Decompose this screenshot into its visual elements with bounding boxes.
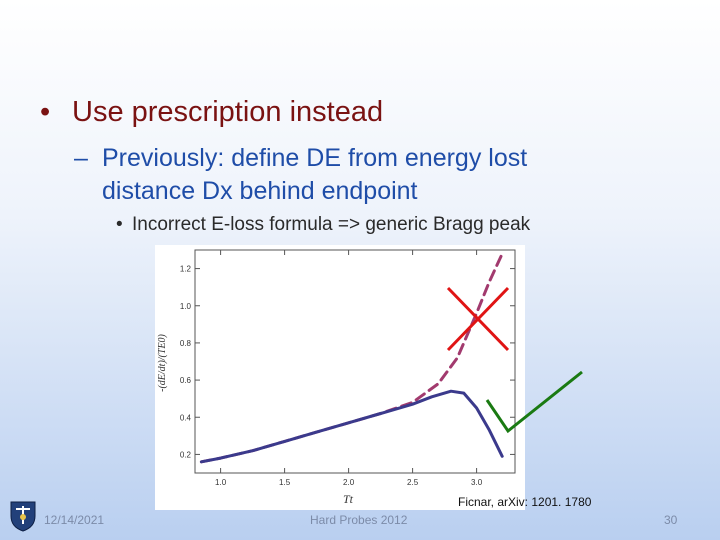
y-tick-label: 0.8	[180, 339, 192, 348]
x-tick-label: 1.5	[279, 478, 291, 487]
chart-plot-area	[199, 252, 504, 464]
y-axis-label: -(dE/dt)/(TE0)	[157, 333, 168, 391]
bullet-text: Use prescription instead	[72, 96, 384, 128]
bullet-text-line2: distance Dx behind endpoint	[102, 177, 418, 205]
y-tick-label: 0.4	[180, 413, 192, 422]
y-tick-label: 0.2	[180, 450, 192, 459]
series-solid-line	[199, 389, 504, 464]
university-crest-icon	[10, 501, 36, 532]
bullet-text-line1: Previously: define DE from energy lost	[102, 144, 528, 172]
chart-axes: 1.0 1.5 2.0 2.5 3.0 0.2 0.4 0.6 0.8 1.0 1.2	[180, 249, 516, 487]
bullet-glyph: •	[116, 214, 123, 235]
energy-loss-chart: 1.0 1.5 2.0 2.5 3.0 0.2 0.4 0.6 0.8 1.0 1.2 Tt -(d…	[155, 245, 525, 510]
x-tick-label: 1.0	[215, 478, 227, 487]
y-tick-label: 1.0	[180, 302, 192, 311]
x-tick-label: 3.0	[471, 478, 483, 487]
plot-frame	[194, 249, 516, 474]
x-tick-label: 2.5	[407, 478, 419, 487]
citation: Ficnar, arXiv: 1201. 1780	[458, 495, 592, 509]
bullet-text: Incorrect E-loss formula => generic Brag…	[132, 214, 531, 235]
y-tick-label: 0.6	[180, 376, 192, 385]
footer-date: 12/14/2021	[44, 513, 105, 527]
footer: 12/14/2021 Hard Probes 2012 30	[0, 505, 720, 535]
footer-conference: Hard Probes 2012	[310, 513, 408, 527]
bullet-glyph: •	[40, 96, 51, 128]
check-mark	[485, 370, 583, 434]
x-tick-label: 2.0	[343, 478, 355, 487]
cross-mark-line2	[446, 286, 510, 352]
dash-glyph: –	[74, 144, 88, 172]
page-number: 30	[664, 513, 678, 527]
y-tick-label: 1.2	[180, 265, 192, 274]
chart-background	[155, 245, 525, 510]
x-axis-label: Tt	[343, 492, 354, 506]
